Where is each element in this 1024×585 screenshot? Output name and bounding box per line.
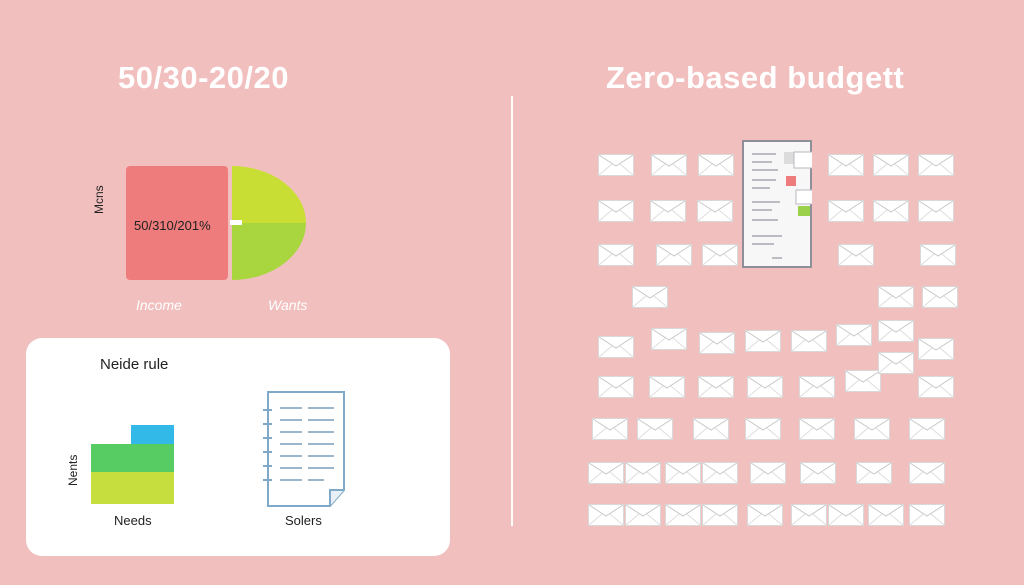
envelope-icon bbox=[909, 504, 945, 526]
envelope-icon bbox=[878, 286, 914, 308]
envelope-icon bbox=[909, 462, 945, 484]
envelope-icon bbox=[878, 352, 914, 374]
envelope-icon bbox=[828, 200, 864, 222]
envelope-icon bbox=[637, 418, 673, 440]
envelope-icon bbox=[747, 504, 783, 526]
envelope-icon bbox=[918, 154, 954, 176]
income-label: Income bbox=[136, 297, 182, 313]
right-title: Zero-based budgett bbox=[606, 60, 905, 95]
envelope-icon bbox=[625, 462, 661, 484]
ratio-text: 50/310/201% bbox=[134, 218, 211, 233]
rule-card bbox=[26, 338, 450, 556]
envelope-icon bbox=[598, 376, 634, 398]
envelope-icon bbox=[791, 330, 827, 352]
envelope-icon bbox=[649, 376, 685, 398]
envelope-icon bbox=[698, 376, 734, 398]
envelope-icon bbox=[697, 200, 733, 222]
needs-label: Needs bbox=[114, 513, 152, 528]
envelope-icon bbox=[702, 462, 738, 484]
envelope-icon bbox=[699, 332, 735, 354]
envelope-icon bbox=[598, 244, 634, 266]
envelope-icon bbox=[592, 418, 628, 440]
envelope-icon bbox=[922, 286, 958, 308]
envelope-icon bbox=[598, 200, 634, 222]
envelope-icon bbox=[651, 328, 687, 350]
vertical-divider bbox=[511, 96, 513, 526]
envelope-icon bbox=[745, 330, 781, 352]
envelope-icon bbox=[918, 338, 954, 360]
envelope-icon bbox=[702, 504, 738, 526]
envelope-icon bbox=[747, 376, 783, 398]
envelope-icon bbox=[878, 320, 914, 342]
envelope-icon bbox=[625, 504, 661, 526]
envelope-icon bbox=[650, 200, 686, 222]
envelope-icon bbox=[665, 462, 701, 484]
document-icon bbox=[263, 391, 345, 507]
wants-half-disc bbox=[230, 166, 306, 280]
envelope-icon bbox=[836, 324, 872, 346]
budget-document-icon bbox=[742, 140, 812, 268]
card-y-label: Nents bbox=[66, 454, 80, 486]
envelope-icon bbox=[598, 336, 634, 358]
envelope-icon bbox=[828, 504, 864, 526]
envelope-icon bbox=[698, 154, 734, 176]
bar-segment-lime bbox=[91, 472, 174, 504]
card-title: Neide rule bbox=[100, 356, 169, 373]
envelope-icon bbox=[791, 504, 827, 526]
envelope-icon bbox=[632, 286, 668, 308]
envelope-icon bbox=[838, 244, 874, 266]
bar-segment-blue bbox=[131, 425, 174, 444]
envelope-icon bbox=[750, 462, 786, 484]
envelope-icon bbox=[799, 418, 835, 440]
envelope-icon bbox=[918, 376, 954, 398]
envelope-icon bbox=[868, 504, 904, 526]
bar-segment-green bbox=[91, 444, 174, 472]
envelope-icon bbox=[828, 154, 864, 176]
envelope-icon bbox=[745, 418, 781, 440]
envelope-icon bbox=[702, 244, 738, 266]
envelope-icon bbox=[588, 504, 624, 526]
envelope-icon bbox=[873, 200, 909, 222]
document-label: Solers bbox=[285, 513, 322, 528]
envelope-icon bbox=[845, 370, 881, 392]
envelope-icon bbox=[693, 418, 729, 440]
income-block bbox=[126, 166, 228, 280]
wants-label: Wants bbox=[268, 297, 308, 313]
envelope-icon bbox=[909, 418, 945, 440]
envelope-icon bbox=[854, 418, 890, 440]
envelope-icon bbox=[873, 154, 909, 176]
envelope-icon bbox=[665, 504, 701, 526]
envelope-icon bbox=[651, 154, 687, 176]
top-graphic-y-label: Mcns bbox=[92, 185, 106, 214]
envelope-icon bbox=[920, 244, 956, 266]
envelope-icon bbox=[918, 200, 954, 222]
envelope-icon bbox=[656, 244, 692, 266]
envelope-icon bbox=[588, 462, 624, 484]
left-title: 50/30-20/20 bbox=[118, 60, 289, 95]
envelope-icon bbox=[800, 462, 836, 484]
envelope-icon bbox=[598, 154, 634, 176]
envelope-icon bbox=[856, 462, 892, 484]
envelope-icon bbox=[799, 376, 835, 398]
